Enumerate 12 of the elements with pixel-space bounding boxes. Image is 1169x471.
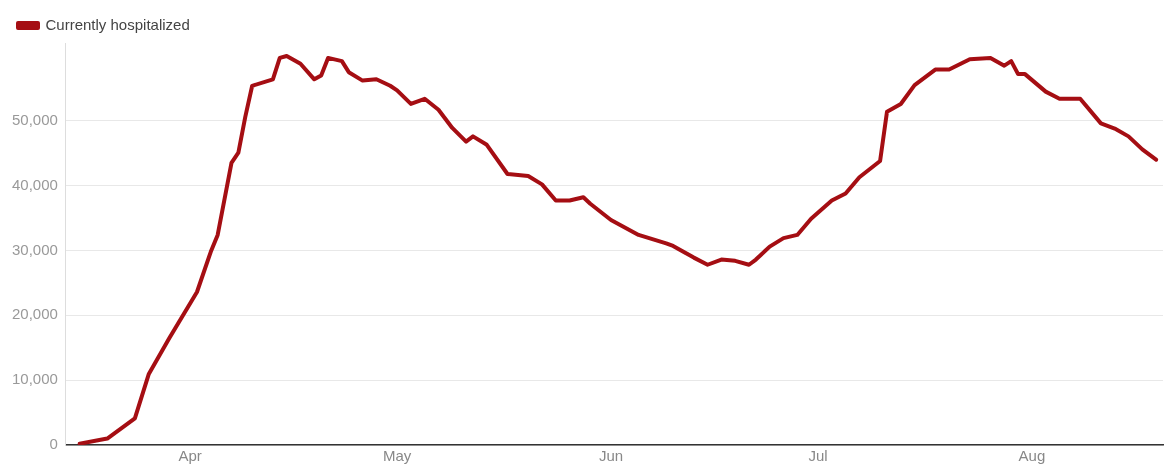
x-tick-label: Aug [1018,447,1046,465]
y-tick-label: 40,000 [11,175,58,193]
y-tick-label: 50,000 [11,110,58,128]
y-tick-label: 0 [49,435,58,453]
legend-label: Currently hospitalized [45,15,190,33]
y-tick-label: 20,000 [11,305,58,323]
x-tick-label: Jun [598,447,624,465]
x-tick-label: Apr [178,447,202,465]
y-tick-label: 10,000 [11,370,58,388]
x-tick-label: Jul [808,447,828,465]
x-tick-label: May [382,447,412,465]
y-tick-label: 30,000 [11,240,58,258]
